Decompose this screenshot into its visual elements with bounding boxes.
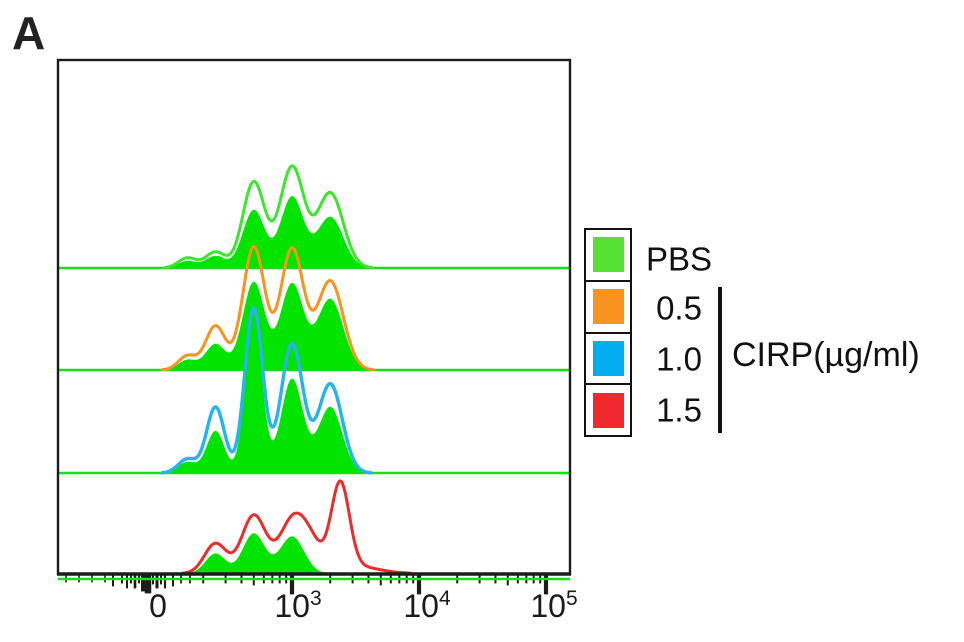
legend-bracket-line (718, 287, 722, 433)
legend-swatch-1-5 (592, 392, 624, 428)
legend-swatch-pbs (592, 237, 624, 273)
x-tick-label-1e5: 105 (530, 587, 578, 624)
histogram-outline-0.5 (160, 245, 376, 372)
legend-swatch-0-5 (592, 289, 624, 325)
histogram-fill-PBS (58, 196, 570, 268)
x-tick-label-zero: 0 (149, 588, 167, 624)
legend-cell-pbs (586, 230, 630, 282)
legend-cell-0-5 (586, 282, 630, 334)
panel-label: A (12, 7, 46, 59)
histogram-outline-PBS (162, 164, 375, 270)
histogram-fill-1.0 (58, 322, 570, 473)
plot-frame (56, 58, 572, 576)
x-tick-label-1e3: 103 (274, 587, 322, 624)
legend-box (584, 228, 632, 437)
histogram-fill-0.5 (58, 281, 570, 370)
legend-label-1-5: 1.5 (656, 391, 702, 429)
histogram-outline-1.0 (160, 306, 373, 475)
x-tick-label-1e4: 104 (403, 587, 451, 624)
histogram-fill-1.5 (58, 533, 570, 574)
legend-swatch-1-0 (592, 340, 624, 376)
legend-cell-1-5 (586, 385, 630, 435)
legend-label-1-0: 1.0 (656, 340, 702, 378)
legend-label-pbs: PBS (645, 240, 713, 278)
legend-cell-1-0 (586, 334, 630, 386)
histogram-outline-1.5 (180, 479, 413, 575)
legend-group-label: CIRP(µg/ml) (732, 336, 920, 374)
legend-label-0-5: 0.5 (656, 289, 702, 327)
